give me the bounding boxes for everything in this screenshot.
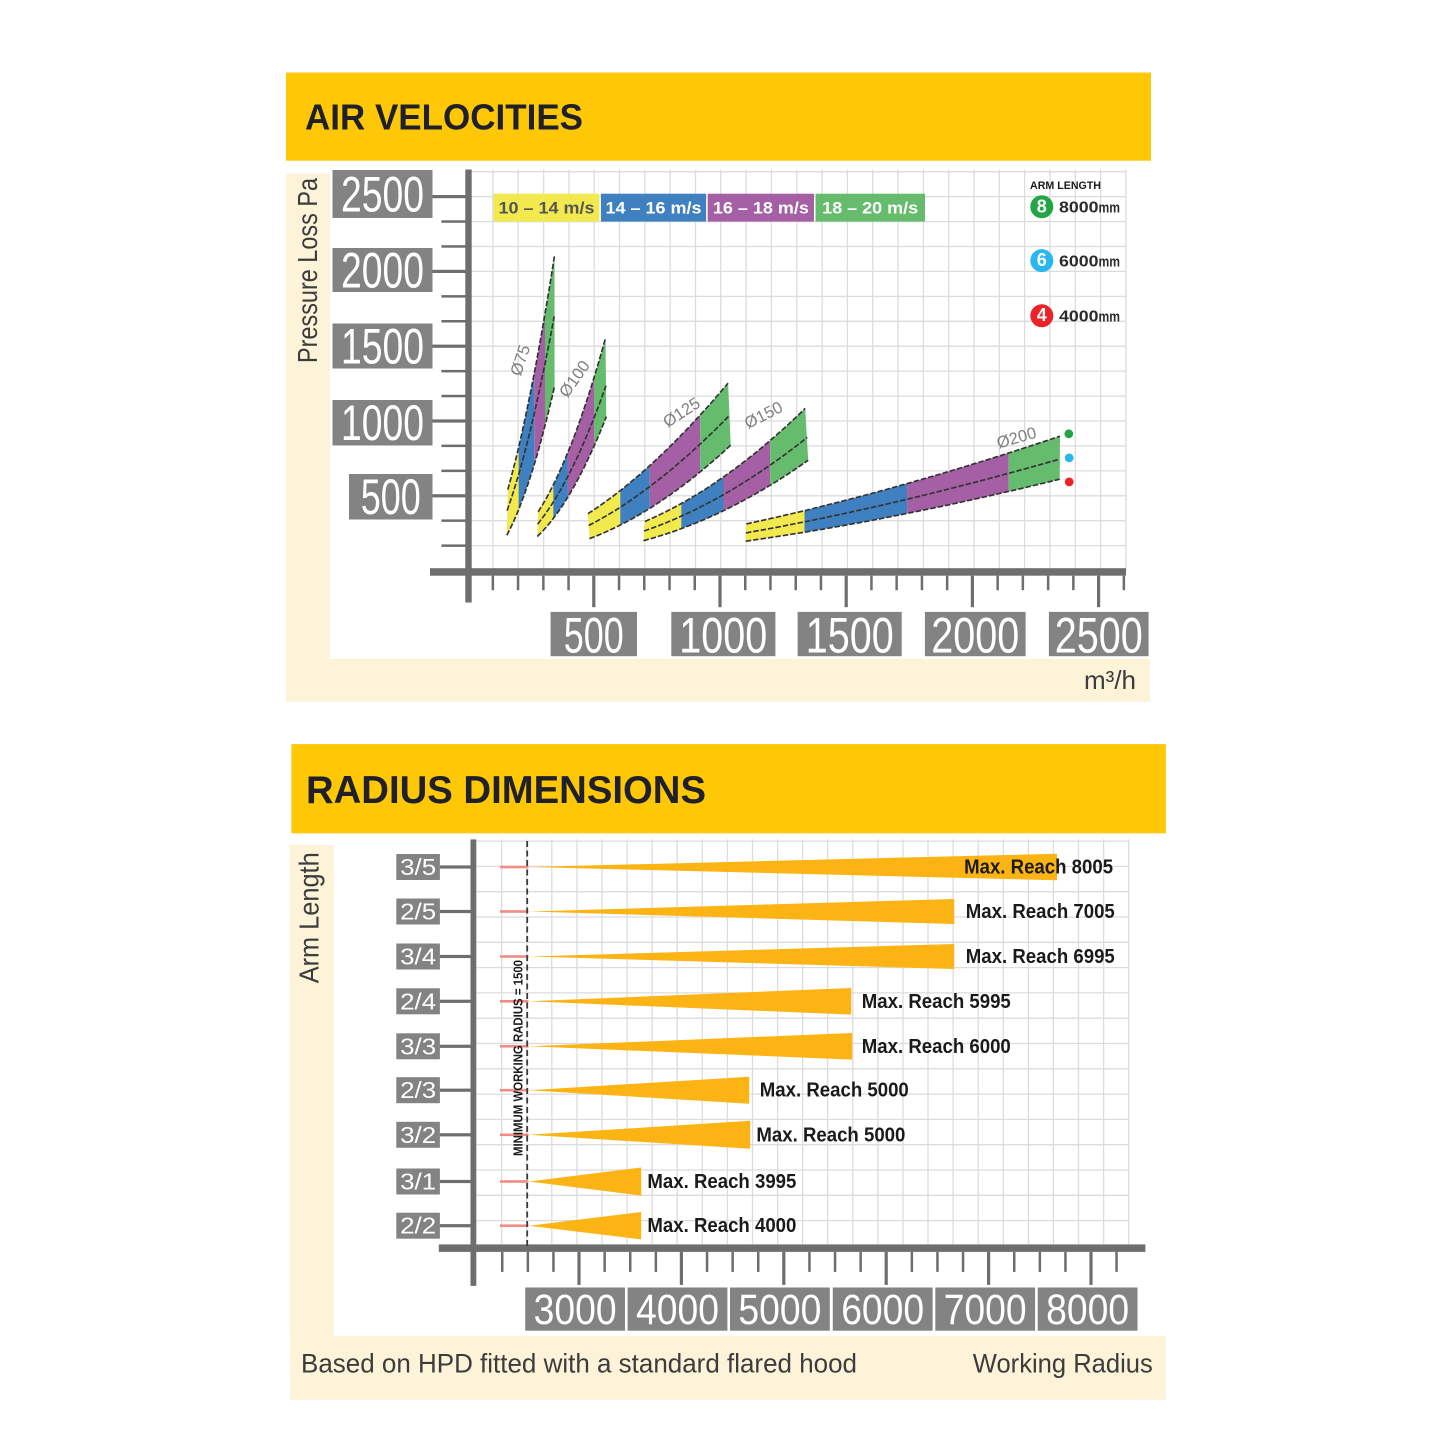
svg-text:2000: 2000 xyxy=(341,242,424,298)
svg-text:2/4: 2/4 xyxy=(400,988,436,1014)
svg-text:500: 500 xyxy=(361,469,421,525)
svg-text:Ø150: Ø150 xyxy=(742,398,786,432)
svg-text:8000: 8000 xyxy=(1046,1286,1129,1334)
svg-text:1000: 1000 xyxy=(341,395,424,451)
svg-text:mm: mm xyxy=(1099,254,1121,270)
svg-text:18 – 20 m/s: 18 – 20 m/s xyxy=(822,198,918,217)
svg-text:4000: 4000 xyxy=(1059,309,1099,326)
svg-text:Max. Reach 4000: Max. Reach 4000 xyxy=(647,1215,796,1237)
svg-text:6000: 6000 xyxy=(1059,253,1099,270)
svg-text:6: 6 xyxy=(1037,250,1047,270)
svg-text:2000: 2000 xyxy=(931,607,1019,663)
svg-text:mm: mm xyxy=(1099,310,1121,326)
svg-text:1000: 1000 xyxy=(679,607,767,663)
svg-text:m³/h: m³/h xyxy=(1084,665,1136,695)
svg-text:Max. Reach 3995: Max. Reach 3995 xyxy=(647,1171,796,1193)
svg-text:Max. Reach 8005: Max. Reach 8005 xyxy=(964,857,1113,879)
svg-text:2/3: 2/3 xyxy=(400,1077,436,1103)
svg-text:1500: 1500 xyxy=(341,318,424,374)
svg-text:Max. Reach 5995: Max. Reach 5995 xyxy=(862,991,1011,1013)
svg-text:4000: 4000 xyxy=(636,1286,719,1334)
svg-text:8: 8 xyxy=(1037,196,1047,216)
svg-text:Working Radius: Working Radius xyxy=(973,1349,1153,1379)
svg-text:6000: 6000 xyxy=(841,1286,924,1334)
svg-text:8000: 8000 xyxy=(1059,200,1099,217)
svg-text:Max. Reach 5000: Max. Reach 5000 xyxy=(760,1080,909,1102)
svg-text:MINIMUM WORKING RADIUS = 1500: MINIMUM WORKING RADIUS = 1500 xyxy=(511,960,526,1156)
svg-text:Pressure Loss Pa: Pressure Loss Pa xyxy=(292,178,323,363)
svg-text:4: 4 xyxy=(1037,305,1047,325)
svg-text:3/3: 3/3 xyxy=(400,1033,436,1059)
svg-text:14 – 16 m/s: 14 – 16 m/s xyxy=(606,198,702,217)
svg-text:Arm Length: Arm Length xyxy=(294,852,325,983)
svg-text:3/1: 3/1 xyxy=(400,1169,436,1195)
svg-text:3/5: 3/5 xyxy=(400,854,436,880)
svg-text:3000: 3000 xyxy=(534,1286,617,1334)
svg-text:Max. Reach 6000: Max. Reach 6000 xyxy=(862,1036,1011,1058)
svg-text:Max. Reach 5000: Max. Reach 5000 xyxy=(756,1124,905,1146)
svg-text:10 – 14 m/s: 10 – 14 m/s xyxy=(499,198,595,217)
svg-text:1500: 1500 xyxy=(806,607,894,663)
svg-text:mm: mm xyxy=(1099,201,1121,217)
svg-text:ARM LENGTH: ARM LENGTH xyxy=(1030,180,1101,192)
svg-text:2/2: 2/2 xyxy=(400,1213,436,1239)
svg-text:2500: 2500 xyxy=(341,166,424,222)
svg-text:3/4: 3/4 xyxy=(400,944,436,970)
svg-text:Max. Reach 7005: Max. Reach 7005 xyxy=(966,901,1115,923)
svg-text:16 – 18 m/s: 16 – 18 m/s xyxy=(713,198,809,217)
svg-text:3/2: 3/2 xyxy=(400,1122,436,1148)
svg-text:2/5: 2/5 xyxy=(400,899,436,925)
svg-text:Ø75: Ø75 xyxy=(507,343,534,378)
svg-text:Max. Reach 6995: Max. Reach 6995 xyxy=(966,946,1115,968)
svg-text:5000: 5000 xyxy=(738,1286,821,1334)
svg-text:2500: 2500 xyxy=(1055,607,1143,663)
svg-text:500: 500 xyxy=(564,607,624,663)
svg-text:7000: 7000 xyxy=(944,1286,1027,1334)
svg-text:RADIUS DIMENSIONS: RADIUS DIMENSIONS xyxy=(306,769,706,812)
svg-text:Based on HPD fitted with a sta: Based on HPD fitted with a standard flar… xyxy=(301,1349,857,1379)
svg-text:AIR VELOCITIES: AIR VELOCITIES xyxy=(305,97,583,138)
